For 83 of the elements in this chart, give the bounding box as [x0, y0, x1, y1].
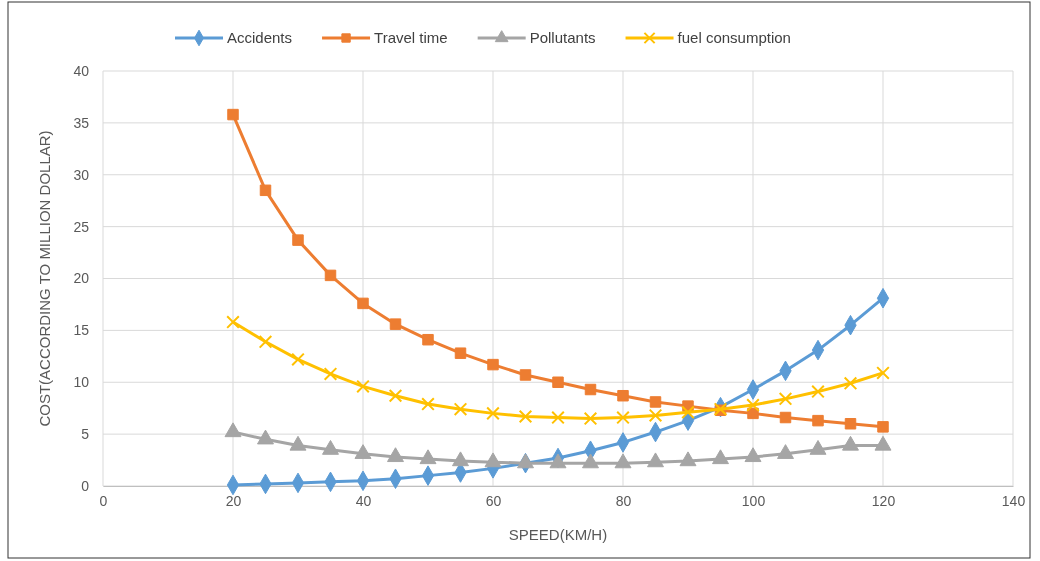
point — [422, 333, 434, 346]
point — [712, 449, 729, 465]
x-tick-label: 80 — [615, 492, 632, 509]
point — [518, 409, 533, 424]
point — [614, 453, 632, 469]
x-tick-label: 60 — [485, 492, 502, 509]
point — [582, 453, 599, 469]
point — [843, 376, 858, 391]
point — [809, 439, 827, 455]
point — [389, 318, 402, 330]
point — [778, 392, 793, 406]
point — [583, 411, 598, 426]
point — [549, 453, 567, 469]
legend-label: Travel time — [374, 29, 448, 46]
point — [648, 408, 663, 423]
point — [387, 447, 404, 463]
point — [259, 184, 272, 197]
point — [486, 406, 500, 421]
y-tick-label: 25 — [73, 218, 90, 235]
point — [324, 269, 337, 282]
point — [679, 451, 697, 467]
point — [842, 435, 859, 451]
y-tick-label: 5 — [81, 426, 90, 443]
point — [289, 435, 307, 451]
point — [421, 397, 435, 411]
x-tick-label: 140 — [1001, 492, 1026, 509]
point — [226, 315, 240, 329]
point — [517, 453, 534, 469]
x-tick-label: 40 — [355, 492, 372, 509]
point — [551, 410, 565, 425]
y-tick-label: 10 — [73, 374, 90, 391]
legend-label: fuel consumption — [677, 29, 791, 46]
y-tick-label: 30 — [73, 166, 90, 183]
point — [681, 405, 695, 420]
x-axis-title: SPEED(KM/H) — [508, 526, 608, 543]
x-tick-label: 0 — [99, 492, 108, 509]
x-tick-label: 120 — [871, 492, 896, 509]
point — [812, 414, 824, 427]
point — [552, 376, 564, 388]
point — [877, 421, 889, 433]
point — [453, 402, 468, 417]
point — [323, 367, 338, 381]
y-axis-title: COST(ACCORDING TO MILLION DOLLAR) — [36, 130, 53, 427]
point — [322, 439, 339, 455]
point — [224, 422, 242, 438]
point — [616, 410, 630, 425]
point — [419, 449, 437, 465]
point — [291, 352, 305, 367]
y-tick-label: 0 — [81, 477, 90, 494]
point — [258, 334, 273, 349]
point — [649, 396, 662, 408]
point — [777, 444, 794, 459]
point — [354, 444, 372, 459]
point — [876, 366, 890, 380]
point — [617, 389, 629, 402]
point — [584, 383, 597, 396]
y-tick-label: 15 — [73, 322, 90, 339]
y-tick-label: 40 — [73, 62, 90, 79]
point — [844, 418, 857, 430]
point — [746, 398, 760, 412]
point — [519, 369, 532, 381]
point — [227, 108, 239, 121]
point — [257, 429, 274, 445]
point — [747, 407, 759, 420]
point — [292, 234, 304, 246]
legend-label: Accidents — [227, 29, 293, 46]
point — [452, 451, 469, 467]
y-tick-label: 20 — [73, 270, 90, 287]
point — [744, 447, 762, 463]
legend-label: Pollutants — [529, 29, 596, 46]
y-tick-label: 35 — [73, 114, 90, 131]
point — [779, 411, 792, 424]
point — [388, 388, 403, 403]
x-tick-label: 20 — [225, 492, 242, 509]
point — [811, 384, 825, 399]
point — [484, 452, 502, 468]
point — [356, 379, 370, 394]
point — [874, 435, 892, 451]
point — [487, 358, 499, 371]
point — [647, 452, 664, 468]
point — [454, 347, 467, 359]
point — [357, 297, 369, 310]
x-tick-label: 100 — [741, 492, 766, 509]
